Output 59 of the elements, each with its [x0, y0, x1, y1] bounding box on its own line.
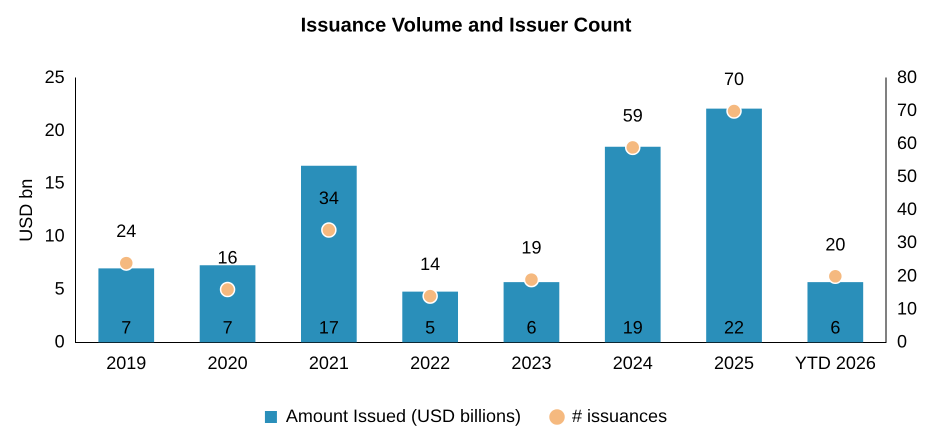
- chart-title: Issuance Volume and Issuer Count: [300, 14, 632, 37]
- x-tick-label: 2019: [106, 353, 146, 374]
- y2-tick-label: 10: [896, 298, 918, 318]
- data-label: 34: [318, 188, 339, 208]
- data-label: 17: [318, 317, 339, 338]
- y2-tick-label: 30: [896, 232, 918, 252]
- data-label: 7: [121, 317, 132, 338]
- y2-tick-label: 70: [896, 100, 918, 120]
- data-label: 16: [218, 247, 238, 268]
- data-label: 24: [116, 221, 136, 242]
- data-label: 20: [825, 234, 846, 254]
- data-label: 19: [622, 317, 643, 338]
- y2-tick-label: 80: [896, 66, 918, 87]
- y2-tick-label: 40: [896, 199, 918, 220]
- y2-tick-label: 20: [896, 265, 918, 286]
- point: [828, 268, 844, 284]
- y-tick-label: 5: [54, 278, 65, 298]
- data-label: 70: [724, 69, 744, 90]
- data-label: 59: [622, 105, 643, 126]
- bar: [200, 265, 256, 342]
- y2-tick-label: 50: [896, 166, 918, 186]
- bar: [402, 292, 458, 342]
- point: [726, 103, 742, 119]
- y-tick-label: 15: [44, 172, 65, 193]
- y2-tick-label: 60: [896, 133, 918, 154]
- bar: [504, 282, 560, 342]
- data-label: 19: [521, 238, 542, 258]
- legend-label: Amount Issued (USD billions): [286, 406, 522, 426]
- x-tick-label: 2025: [714, 353, 754, 374]
- bar: [807, 282, 864, 342]
- bar: [706, 108, 762, 342]
- bar: [98, 268, 154, 342]
- legend-label: # issuances: [572, 406, 668, 426]
- point: [118, 255, 134, 271]
- x-tick-label: 2023: [511, 353, 552, 374]
- x-tick-label: 2024: [612, 353, 653, 374]
- point: [220, 282, 236, 298]
- point: [321, 222, 337, 238]
- data-label: 7: [222, 317, 233, 338]
- x-tick-label: YTD 2026: [794, 353, 876, 374]
- point: [524, 272, 540, 288]
- y-tick-label: 20: [44, 120, 65, 140]
- x-tick-label: 2022: [410, 353, 450, 374]
- y-axis-title: USD bn: [16, 178, 36, 242]
- data-label: 6: [830, 317, 840, 338]
- x-tick-label: 2020: [208, 353, 248, 374]
- point: [422, 288, 438, 304]
- data-label: 6: [526, 317, 536, 338]
- bar: [301, 166, 357, 342]
- data-label: 22: [724, 317, 744, 338]
- bar: [604, 146, 661, 342]
- data-label: 5: [425, 317, 436, 338]
- y2-tick-label: 0: [896, 331, 907, 352]
- y-tick-label: 25: [44, 66, 65, 87]
- x-tick-label: 2021: [308, 353, 349, 374]
- data-label: 14: [420, 254, 440, 274]
- y-tick-label: 0: [54, 331, 65, 352]
- y-tick-label: 10: [44, 226, 65, 246]
- point: [624, 140, 640, 156]
